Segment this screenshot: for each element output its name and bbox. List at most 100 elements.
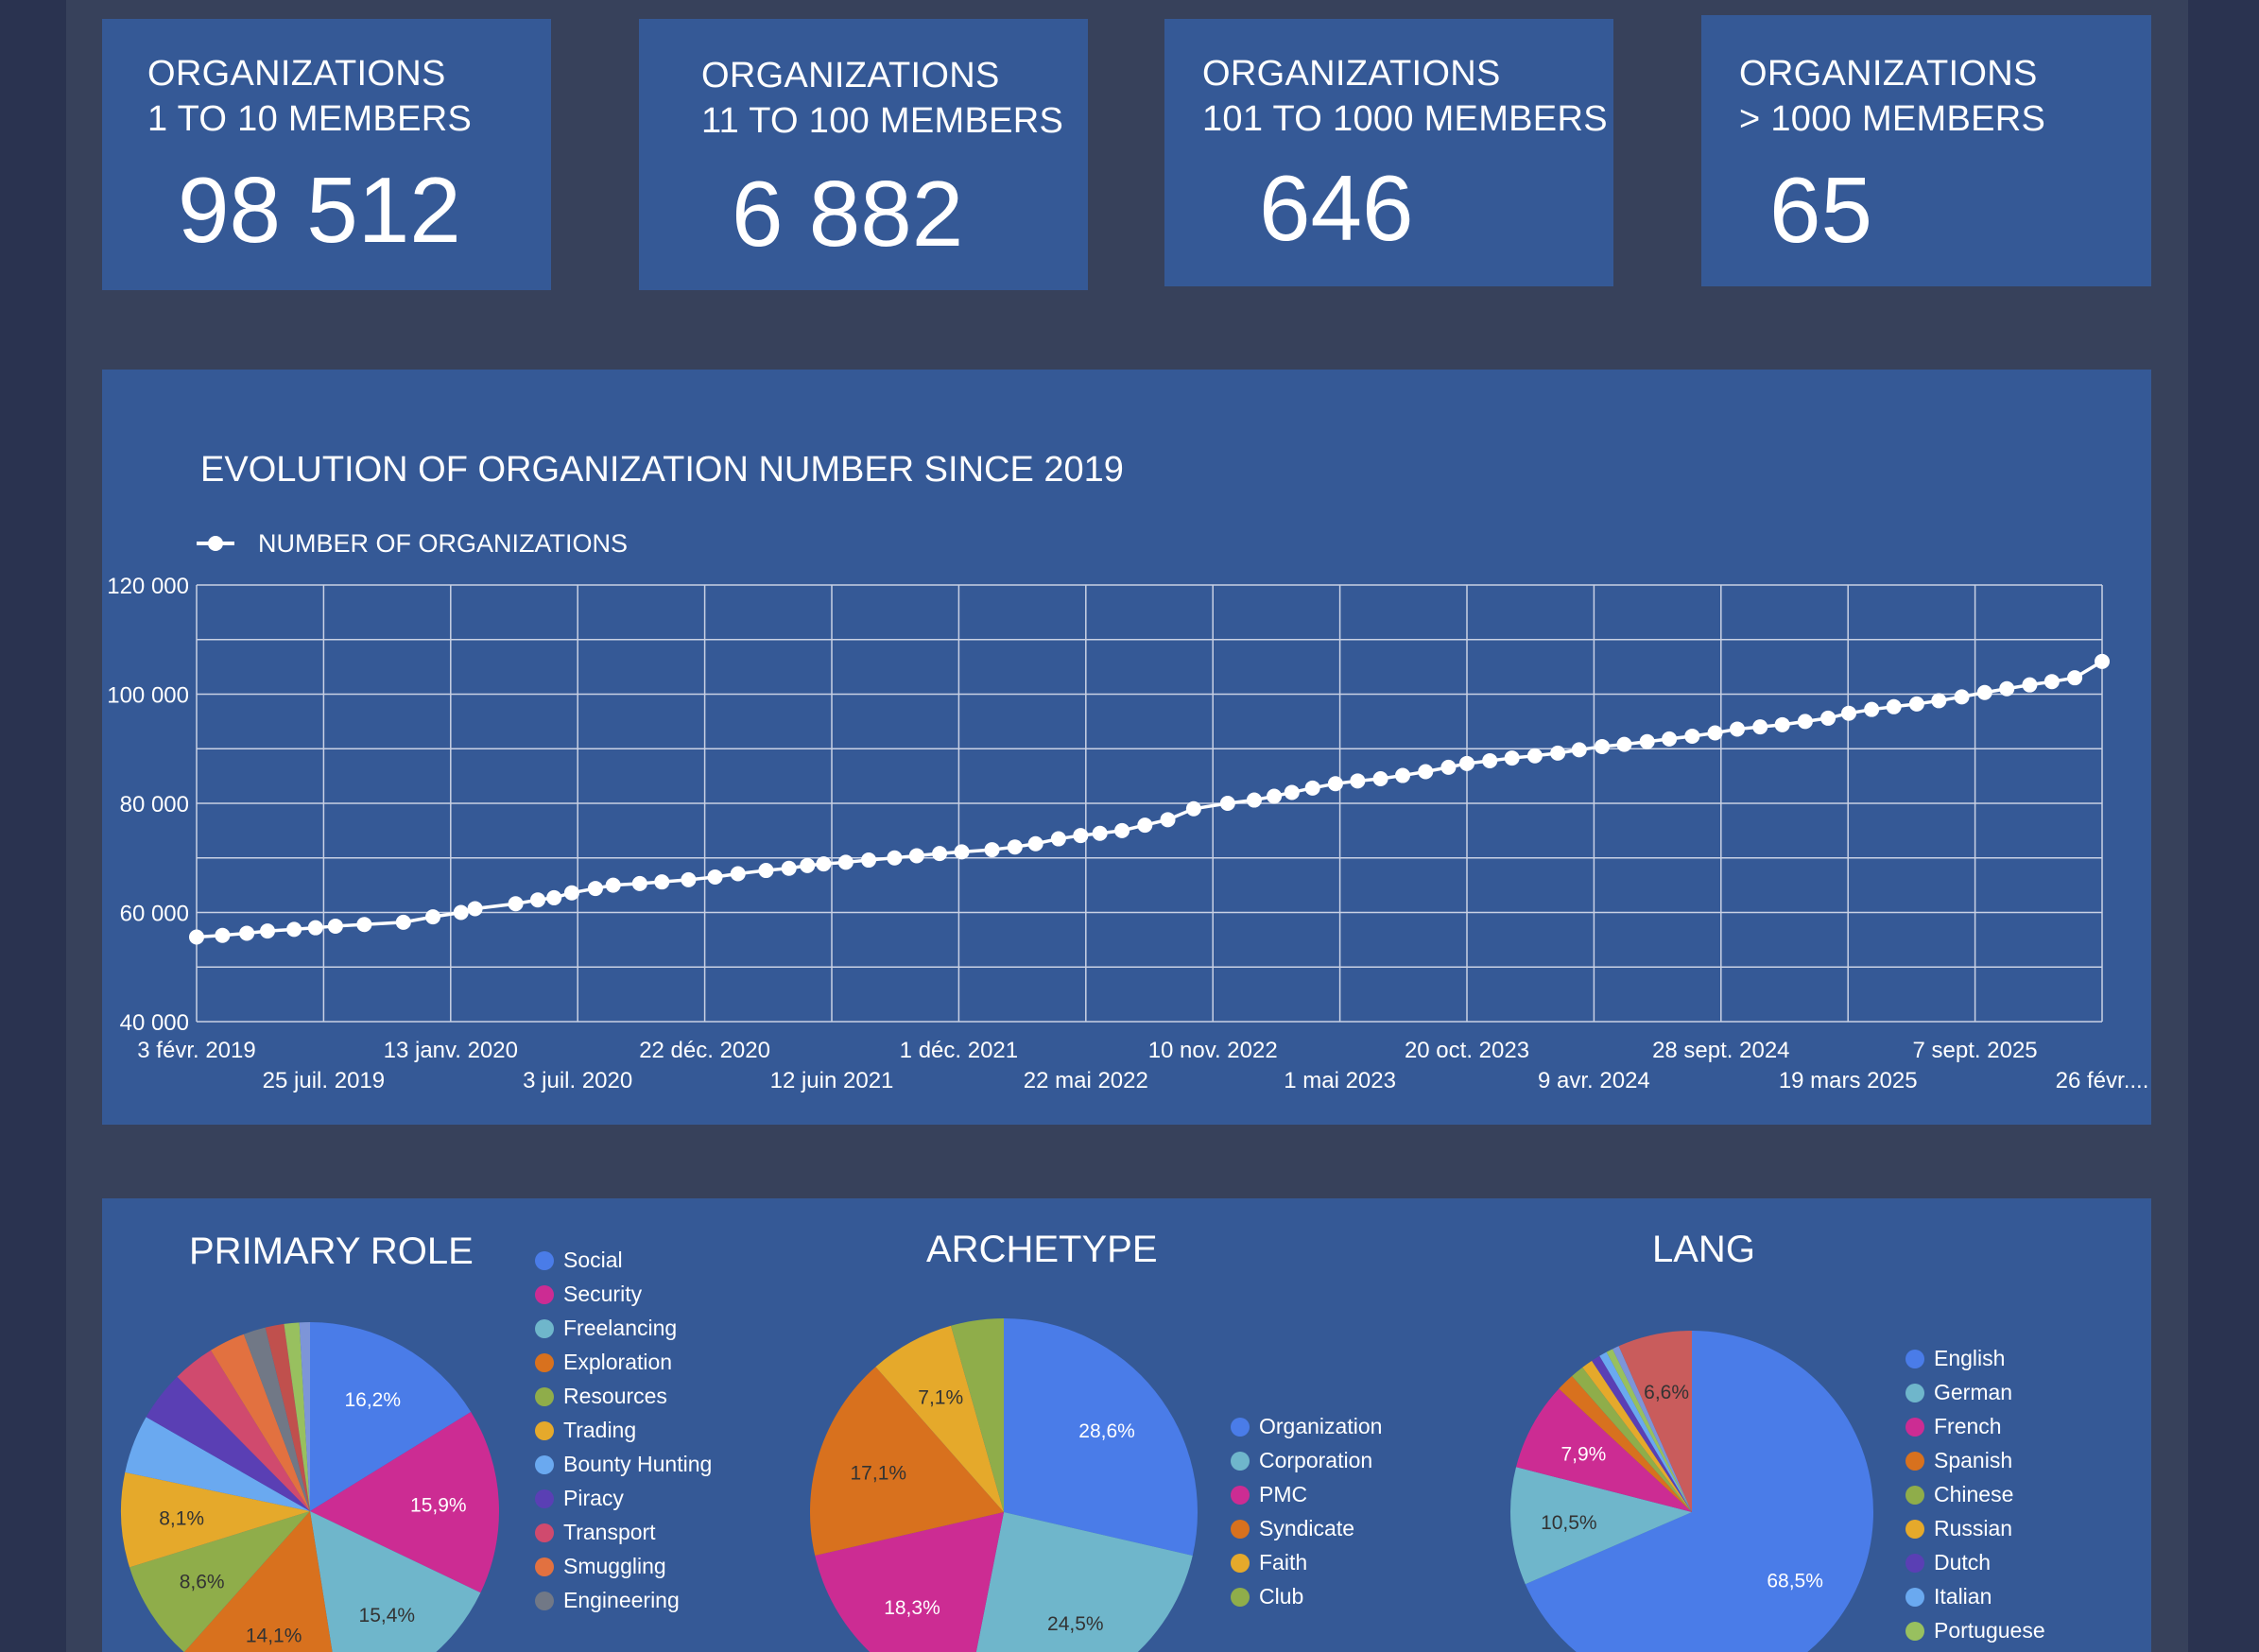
x-axis-ticks: 3 févr. 2019 13 janv. 2020 22 déc. 2020 1 d… [137, 1038, 2148, 1093]
pie-slice-label: 8,6% [180, 1572, 225, 1593]
legend-color-swatch [535, 1285, 554, 1304]
legend-label: Bounty Hunting [563, 1452, 713, 1476]
pie-slice [951, 1318, 1004, 1512]
x-tick-label: 19 mars 2025 [1779, 1068, 1918, 1093]
kpi-value: 646 [1259, 156, 1414, 260]
data-point [1304, 780, 1320, 796]
y-tick-label: 100 000 [107, 683, 189, 709]
chart-legend: NUMBER OF ORGANIZATIONS [197, 529, 628, 558]
data-point [1729, 721, 1745, 737]
legend-label: Italian [1934, 1584, 1992, 1609]
data-point [467, 901, 483, 917]
pie-slice-label: 16,2% [344, 1389, 401, 1411]
legend-item: Trading [535, 1416, 636, 1444]
legend-item: Freelancing [535, 1314, 677, 1342]
data-point [1137, 817, 1153, 834]
legend-color-swatch [535, 1319, 554, 1338]
x-tick-label: 7 sept. 2025 [1913, 1038, 2038, 1063]
legend-item: German [1905, 1378, 2012, 1406]
data-point [260, 923, 276, 939]
pie-slice [1559, 1375, 1692, 1512]
data-point [1092, 825, 1108, 841]
legend-label: Piracy [563, 1486, 624, 1510]
kpi-title-line1: ORGANIZATIONS [1202, 54, 1501, 94]
y-tick-label: 120 000 [107, 574, 189, 599]
data-point [1707, 725, 1723, 741]
data-point [631, 875, 647, 891]
data-point [1395, 767, 1411, 783]
data-point [1482, 752, 1498, 768]
pie-slice-label: 8,1% [159, 1507, 204, 1529]
legend-color-swatch [1231, 1452, 1250, 1471]
data-point [1160, 812, 1176, 828]
pie-slice [1004, 1318, 1198, 1556]
pie-slice [183, 1511, 333, 1652]
legend-label: Freelancing [563, 1316, 678, 1340]
x-tick-label: 13 janv. 2020 [384, 1038, 518, 1063]
pie-slice [129, 1511, 310, 1652]
legend-item: Transport [535, 1518, 656, 1546]
kpi-title-line1: ORGANIZATIONS [147, 54, 446, 94]
data-point [1050, 831, 1066, 847]
data-point [1886, 698, 1902, 714]
data-point [2067, 670, 2083, 686]
data-point [1774, 716, 1790, 732]
legend-label: French [1934, 1414, 2002, 1438]
data-point [395, 914, 411, 930]
kpi-title-line1: ORGANIZATIONS [701, 56, 1000, 95]
legend-label: German [1934, 1380, 2013, 1404]
data-point [1639, 733, 1655, 749]
x-tick-label: 22 mai 2022 [1024, 1068, 1148, 1093]
legend-item: Bounty Hunting [535, 1450, 712, 1478]
data-point [932, 846, 948, 862]
line-chart: EVOLUTION OF ORGANIZATION NUMBER SINCE 2… [107, 450, 2148, 1093]
kpi-value: 98 512 [178, 158, 461, 262]
pie-slice-label: 14,1% [246, 1625, 302, 1646]
data-point [1007, 839, 1023, 855]
data-point [1571, 742, 1587, 758]
pie-2: 28,6% 24,5% 18,3% 17,1% 7,1% [809, 1318, 1198, 1652]
data-point [1954, 689, 1970, 705]
kpi-title-line2: > 1000 MEMBERS [1739, 99, 2046, 139]
data-point [1820, 710, 1837, 726]
data-point [1284, 784, 1300, 800]
data-point [587, 881, 603, 897]
legend-label: Transport [563, 1520, 656, 1544]
data-point [215, 927, 231, 943]
data-point [239, 925, 255, 941]
data-point [1840, 705, 1856, 721]
kpi-title-line2: 101 TO 1000 MEMBERS [1202, 99, 1608, 139]
data-point [800, 857, 816, 873]
legend-color-swatch [535, 1421, 554, 1440]
legend-color-swatch [535, 1251, 554, 1270]
data-point [816, 856, 832, 872]
legend-item: Smuggling [535, 1552, 666, 1580]
pie-slice [265, 1323, 310, 1511]
pie-slice-label: 10,5% [1541, 1512, 1597, 1534]
x-tick-label: 3 févr. 2019 [137, 1038, 255, 1063]
pie-charts-card: PRIMARY ROLE ARCHETYPE LANG 16,2% 15,9% 15… [102, 1198, 2151, 1652]
legend-label: Security [563, 1282, 643, 1306]
data-point [1684, 728, 1700, 744]
legend-item: Social [535, 1246, 623, 1274]
legend-color-swatch [535, 1353, 554, 1372]
data-point [908, 848, 924, 864]
data-point [1662, 731, 1678, 747]
pie-slice [121, 1471, 310, 1568]
legend-label: Faith [1259, 1550, 1308, 1575]
data-point [1752, 719, 1768, 735]
kpi-card-1-10: ORGANIZATIONS 1 TO 10 MEMBERS 98 512 [102, 19, 551, 290]
legend-item: Syndicate [1231, 1514, 1354, 1542]
data-point [861, 852, 877, 869]
data-point [1550, 745, 1566, 761]
data-point [425, 909, 441, 925]
legend-color-swatch [1905, 1622, 1924, 1641]
data-point [546, 889, 562, 905]
data-point [563, 885, 579, 901]
legend-item: Exploration [535, 1348, 672, 1376]
y-tick-label: 40 000 [120, 1010, 189, 1036]
pie-slice [310, 1511, 481, 1652]
data-point [1976, 684, 1992, 700]
data-point [1246, 792, 1262, 808]
legend-item: Faith [1231, 1548, 1307, 1576]
